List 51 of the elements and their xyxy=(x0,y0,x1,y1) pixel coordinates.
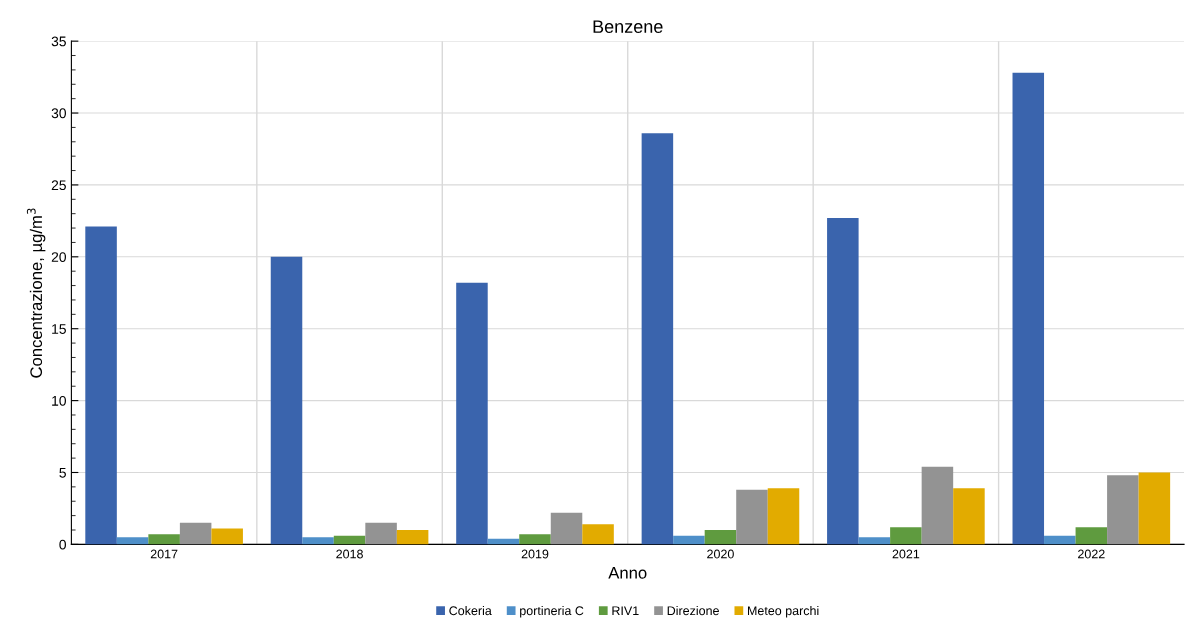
bar xyxy=(673,535,705,545)
y-axis-title: Concentrazione, µg/m$^{3}$ xyxy=(26,208,46,378)
bar xyxy=(1012,72,1045,545)
x-tick-label: 2022 xyxy=(1078,549,1105,559)
bar xyxy=(953,488,985,545)
bar xyxy=(582,524,614,545)
y-tick-label: 30 xyxy=(51,108,66,119)
bar xyxy=(179,522,212,545)
bar xyxy=(302,537,334,545)
x-tick-label: 2017 xyxy=(150,549,178,559)
y-tick-label: 0 xyxy=(59,539,66,550)
bar xyxy=(456,282,488,545)
bar xyxy=(767,488,800,545)
bar xyxy=(704,530,737,545)
x-tick-label: 2018 xyxy=(336,549,363,559)
y-tick-label: 25 xyxy=(51,180,66,191)
x-axis-title: Anno xyxy=(608,567,647,579)
x-tick-label: 2021 xyxy=(892,549,920,559)
bar xyxy=(1138,472,1171,545)
bar xyxy=(396,530,429,545)
bar xyxy=(333,535,366,545)
y-tick-label: 15 xyxy=(52,324,66,334)
bar xyxy=(641,133,674,545)
bar xyxy=(921,466,954,545)
bar xyxy=(1107,475,1139,545)
y-tick-label: 35 xyxy=(51,36,66,47)
bar xyxy=(85,226,117,545)
bar xyxy=(550,512,583,545)
y-tick-label: 5 xyxy=(59,467,66,478)
chart-title: Benzene xyxy=(593,20,663,33)
bar xyxy=(1075,527,1108,545)
bar xyxy=(827,218,859,545)
bar xyxy=(858,537,891,545)
bar xyxy=(365,522,397,545)
legend-label: Cokeria xyxy=(449,605,492,616)
bar xyxy=(519,534,551,545)
legend-label: Direzione xyxy=(667,605,719,616)
bar xyxy=(211,528,243,545)
bar xyxy=(116,537,149,545)
bar xyxy=(890,527,922,545)
legend-label: portineria C xyxy=(520,605,584,618)
legend-label: Meteo parchi xyxy=(748,605,819,618)
bar xyxy=(270,256,303,545)
bar xyxy=(736,489,768,545)
bar xyxy=(148,534,180,545)
y-tick-label: 10 xyxy=(52,395,66,406)
legend-label: RIV1 xyxy=(612,606,639,616)
bar xyxy=(1044,535,1076,545)
y-tick-label: 20 xyxy=(51,252,66,262)
x-tick-label: 2019 xyxy=(521,549,549,559)
x-tick-label: 2020 xyxy=(707,549,734,559)
